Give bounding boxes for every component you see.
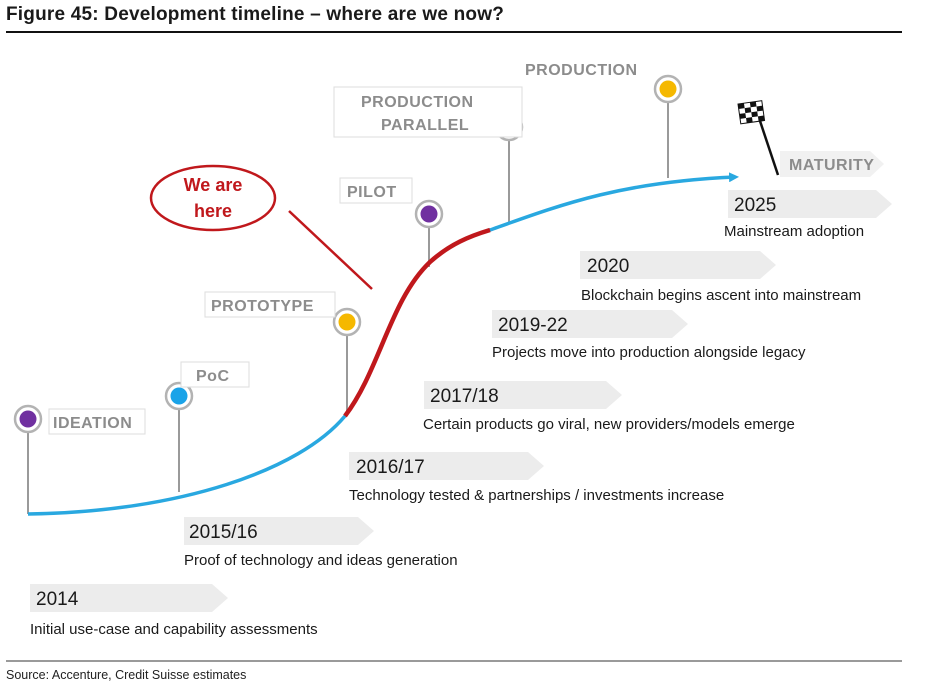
milestone-description: Blockchain begins ascent into mainstream xyxy=(581,287,861,304)
stage-label-box xyxy=(339,177,413,204)
source-note: Source: Accenture, Credit Suisse estimat… xyxy=(6,668,247,682)
milestone-2015-16: 2015/16 Proof of technology and ideas ge… xyxy=(184,517,458,569)
milestone-description: Technology tested & partnerships / inves… xyxy=(349,487,724,504)
stage-label-box xyxy=(180,361,250,388)
stage-label-maturity: MATURITY xyxy=(789,157,874,174)
source-rule xyxy=(6,660,902,662)
milestone-description: Initial use-case and capability assessme… xyxy=(30,621,318,638)
milestone-arrow xyxy=(349,452,544,480)
stage-label-poc: PoC xyxy=(196,368,230,385)
stage-label-box xyxy=(48,408,146,435)
stage-maturity: MATURITY xyxy=(789,157,874,174)
milestone-arrow xyxy=(728,190,892,218)
dot-ideation-fill xyxy=(19,410,37,428)
milestone-2019-22: 2019-22 Projects move into production al… xyxy=(492,310,806,361)
stage-label-ideation: IDEATION xyxy=(53,415,132,432)
we-are-here-callout: We are here xyxy=(149,164,373,290)
stage-ideation: IDEATION xyxy=(13,404,146,435)
milestone-arrow xyxy=(30,584,228,612)
stage-production-parallel: PRODUCTION PARALLEL xyxy=(333,86,524,142)
stage-label-box xyxy=(204,291,336,318)
milestone-arrow xyxy=(580,251,776,279)
current-phase-highlight xyxy=(343,227,491,418)
stage-label-box xyxy=(333,86,523,138)
stage-label-production-parallel-line1: PRODUCTION xyxy=(361,94,474,111)
milestone-year: 2025 xyxy=(734,195,776,216)
milestone-2016-17: 2016/17 Technology tested & partnerships… xyxy=(349,452,724,504)
milestone-year: 2019-22 xyxy=(498,315,568,336)
stage-label-pilot: PILOT xyxy=(347,184,397,201)
milestone-year: 2015/16 xyxy=(189,522,258,543)
milestone-year: 2020 xyxy=(587,256,629,277)
milestone-description: Certain products go viral, new providers… xyxy=(423,416,795,433)
milestone-description: Projects move into production alongside … xyxy=(492,344,806,361)
milestone-2020: 2020 Blockchain begins ascent into mains… xyxy=(580,251,861,304)
stage-label-production: PRODUCTION xyxy=(525,62,638,79)
milestone-2025: 2025 Mainstream adoption xyxy=(724,190,892,240)
milestone-arrow xyxy=(424,381,622,409)
stage-prototype: PROTOTYPE xyxy=(204,291,362,337)
milestone-year: 2017/18 xyxy=(430,386,499,407)
title-rule xyxy=(6,31,902,33)
milestone-2017-18: 2017/18 Certain products go viral, new p… xyxy=(423,381,795,433)
milestone-year: 2014 xyxy=(36,589,79,610)
stage-poc: PoC xyxy=(164,361,250,411)
we-are-here-ellipse xyxy=(149,164,277,232)
dot-poc-fill xyxy=(170,387,188,405)
milestone-description: Mainstream adoption xyxy=(724,223,864,240)
dot-pilot-fill xyxy=(420,205,438,223)
maturity-banner xyxy=(780,151,884,177)
we-are-here-line1: We are xyxy=(184,175,243,195)
dot-production-fill xyxy=(659,80,677,98)
we-are-here-pointer xyxy=(288,210,373,290)
figure-title: Figure 45: Development timeline – where … xyxy=(6,4,505,25)
milestone-arrow xyxy=(492,310,688,338)
stage-label-production-parallel-line2: PARALLEL xyxy=(381,117,469,134)
dot-prototype-fill xyxy=(338,313,356,331)
we-are-here-line2: here xyxy=(194,201,232,221)
stage-label-prototype: PROTOTYPE xyxy=(211,298,314,315)
stage-production: PRODUCTION xyxy=(525,62,683,104)
milestone-arrow xyxy=(184,517,374,545)
checkered-flag-icon xyxy=(737,100,780,176)
milestone-year: 2016/17 xyxy=(356,457,425,478)
milestone-description: Proof of technology and ideas generation xyxy=(184,552,458,569)
stage-pilot: PILOT xyxy=(339,177,444,229)
milestone-2014: 2014 Initial use-case and capability ass… xyxy=(30,584,318,638)
